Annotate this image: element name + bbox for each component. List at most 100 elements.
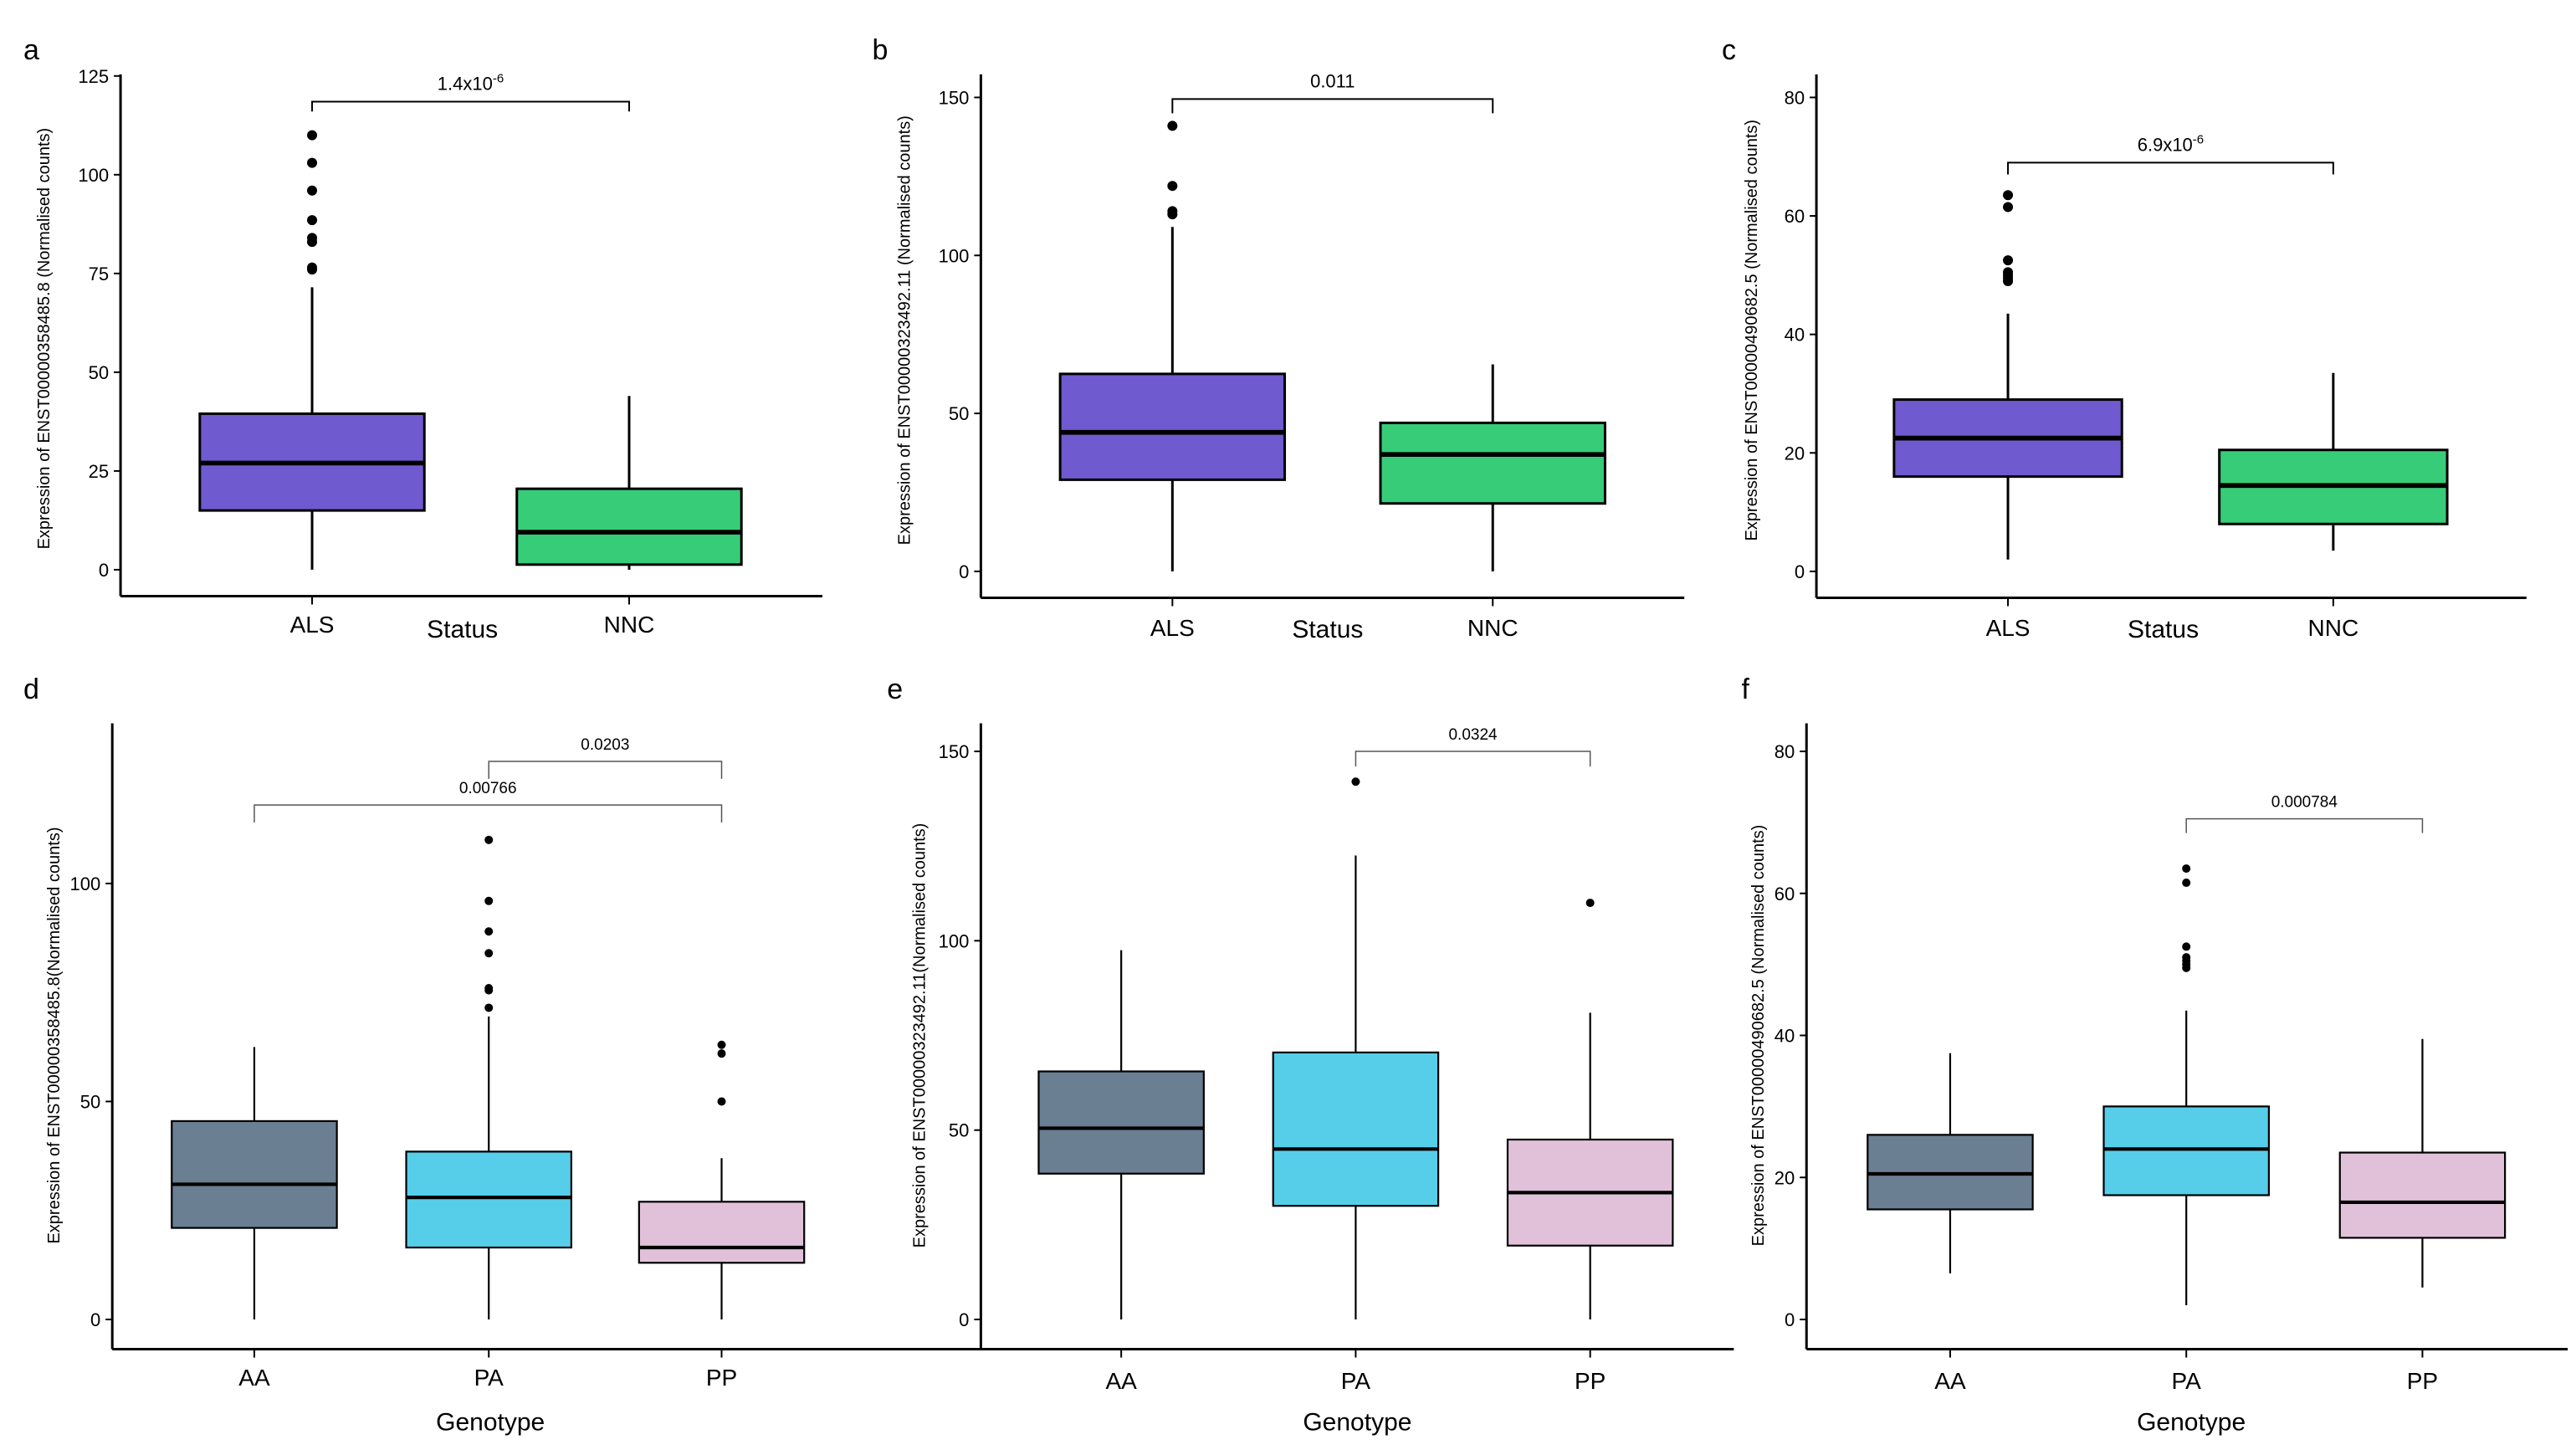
y-tick-label: 0 [1795,561,1805,582]
y-tick-label: 20 [1775,1167,1795,1188]
panel-e: e 0 50 100 150 Expression of ENST00000323492.… [887,674,1734,1436]
x-tick-label: ALS [1150,615,1195,641]
y-tick-label: 0 [90,1309,100,1330]
outlier-point [484,983,494,992]
outlier-point [484,896,494,905]
panel-letter: f [1741,674,1749,705]
y-tick-label: 125 [78,66,109,87]
panel-letter: b [873,34,889,66]
x-tick-label: NNC [2308,615,2359,641]
p-value-text: 0.00766 [459,780,517,797]
x-axis-title: Genotype [436,1408,545,1436]
p-value-exponent: -6 [493,71,504,85]
x-tick-label: AA [1934,1368,1966,1394]
y-tick-label: 40 [1775,1026,1795,1047]
y-tick-label: 100 [69,874,100,894]
y-tick-label: 80 [1785,87,1805,108]
outlier-point [307,185,318,196]
box-pa [1272,1051,1440,1207]
significance-bracket [488,761,723,779]
y-tick-label: 100 [939,245,970,266]
y-axis-title: Expression of ENST00000323492.11(Normali… [910,823,929,1248]
x-tick-label: PP [2407,1368,2438,1394]
significance-bracket [1171,98,1494,114]
box-aa [1037,1070,1205,1175]
outlier-point [717,1097,726,1106]
y-tick-label: 20 [1785,443,1805,464]
panel-b: b 0 50 100 150 Expression of ENST00000323492.… [873,34,1685,643]
p-value-text: 6.9x10 [2138,134,2193,155]
y-axis-title: Expression of ENST00000323492.11 (Normal… [896,115,914,545]
outlier-point [307,130,318,141]
p-value-text: 0.0324 [1448,726,1498,744]
panel-d: d 0 50 100 Expression of ENST00000358485.8(N… [23,674,1685,1436]
y-tick-label: 0 [1785,1309,1795,1330]
panel-letter: e [887,674,903,705]
significance-bracket [2185,817,2424,833]
outlier-point [307,262,318,273]
box-pp [2338,1151,2507,1239]
x-axis-title: Genotype [1303,1408,1411,1436]
outlier-point [1167,206,1178,217]
box-pa [2102,1105,2270,1196]
box-aa [171,1119,338,1229]
outlier-point [2182,942,2191,951]
y-tick-label: 0 [959,1309,969,1330]
y-tick-label: 50 [949,403,969,424]
x-tick-label: PP [1575,1368,1606,1394]
panel-letter: c [1722,34,1736,66]
x-axis-title: Genotype [2137,1408,2246,1436]
p-value-label: 0.00766 [459,780,517,797]
x-tick-label: ALS [1986,615,2031,641]
x-axis-title: Status [1292,616,1363,643]
significance-bracket [254,804,723,822]
p-value-exponent: -6 [2193,132,2204,146]
y-axis-title: Expression of ENST00000358485.8 (Normali… [35,128,54,550]
y-tick-label: 75 [89,264,109,284]
p-value-label: 6.9x10-6 [2138,132,2204,155]
y-axis-title: Expression of ENST00000490682.5 (Normali… [1743,120,1761,541]
outlier-point [484,1003,494,1012]
outlier-point [2003,190,2014,201]
outlier-point [2003,202,2014,213]
x-tick-label: PA [1341,1368,1371,1394]
x-tick-label: AA [1105,1368,1137,1394]
p-value-text: 0.011 [1310,70,1355,91]
p-value-text: 0.0203 [581,736,629,754]
x-tick-label: NNC [604,612,655,638]
y-axis-title: Expression of ENST00000358485.8(Normalis… [45,827,64,1243]
panel-a: a 0 25 50 75 100 125 Expression of ENST00000358… [23,34,822,643]
panel-f: f 0 20 40 60 80 Expression of ENST00000490682.… [1741,674,2568,1436]
p-value-label: 0.000784 [2271,794,2338,812]
y-tick-label: 50 [80,1091,100,1112]
box-nnc [515,487,743,566]
box-als [1058,372,1287,481]
x-tick-label: PA [474,1365,504,1391]
outlier-point [2003,267,2014,278]
y-tick-label: 80 [1775,741,1795,762]
outlier-point [1167,120,1178,131]
x-axis-title: Status [2128,616,2199,643]
panel-letter: d [23,674,39,705]
significance-bracket [311,100,630,112]
box-pa [405,1150,573,1249]
x-axis-title: Status [427,616,498,643]
y-axis-title: Expression of ENST00000490682.5 (Normali… [1749,825,1768,1247]
x-tick-label: NNC [1467,615,1518,641]
y-tick-label: 25 [89,461,109,482]
y-tick-label: 100 [939,930,970,951]
outlier-point [484,835,494,844]
y-tick-label: 60 [1785,206,1805,227]
y-tick-label: 50 [949,1120,969,1141]
y-tick-label: 150 [939,741,970,762]
y-tick-label: 50 [89,362,109,383]
outlier-point [717,1049,726,1058]
significance-bracket [2007,161,2334,175]
p-value-label: 0.0324 [1448,726,1498,744]
outlier-point [307,215,318,226]
y-tick-label: 60 [1775,884,1795,904]
outlier-point [484,927,494,936]
y-tick-label: 0 [99,560,109,581]
outlier-point [307,157,318,168]
